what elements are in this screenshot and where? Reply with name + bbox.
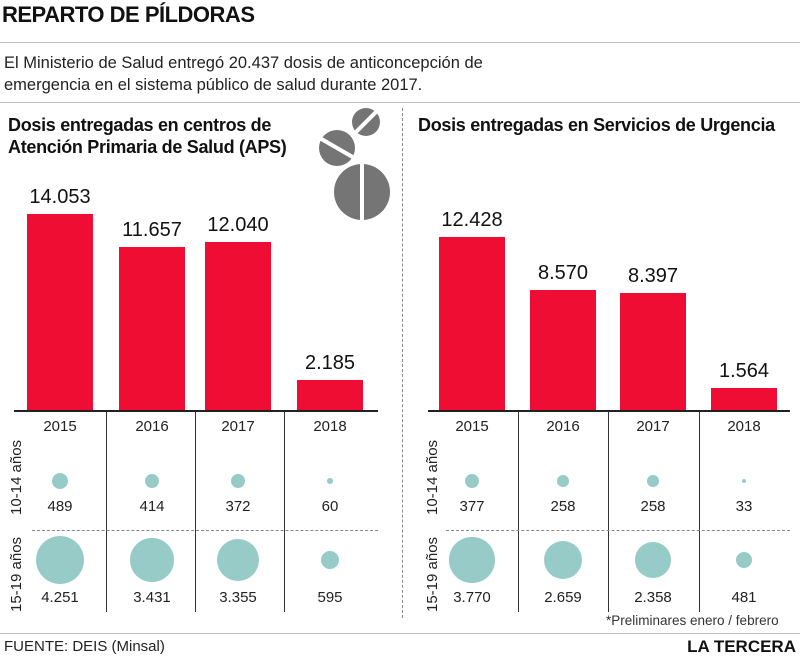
urgencia-bubble-value-label: 3.770 (453, 589, 491, 606)
urgencia-bubble (735, 551, 753, 569)
urgencia-bubble-value-label: 481 (731, 589, 757, 606)
urgencia-bubble-value-label: 33 (735, 498, 753, 515)
urgencia-baseline (428, 410, 790, 412)
aps-bubble-value-label: 595 (317, 589, 343, 606)
aps-column-separator (106, 412, 107, 612)
aps-bubble (130, 538, 174, 582)
urgencia-bar-value-label: 12.428 (441, 209, 503, 231)
aps-bubble (51, 472, 69, 490)
urgencia-bar-value-label: 1.564 (718, 360, 770, 382)
aps-chart-title: Dosis entregadas en centros de Atención … (8, 114, 287, 158)
aps-bubble (230, 473, 246, 489)
pills-illustration (318, 108, 390, 222)
pill-icon (352, 108, 380, 136)
aps-baseline (14, 410, 378, 412)
urgencia-bubble-value-label: 377 (459, 498, 485, 515)
brand-logo: LA TERCERA (687, 637, 796, 656)
aps-title-line-1: Dosis entregadas en centros de (8, 115, 272, 135)
urgencia-bar-value-label: 8.397 (627, 265, 679, 287)
urgencia-bubble-value-label: 258 (640, 498, 666, 515)
page-title: REPARTO DE PÍLDORAS (2, 2, 255, 27)
urgencia-chart-title: Dosis entregadas en Servicios de Urgenci… (418, 114, 775, 136)
aps-year-label: 2018 (313, 418, 347, 435)
urgencia-bubble (449, 537, 495, 583)
aps-bar (119, 247, 185, 410)
aps-bubble (216, 538, 260, 582)
aps-bubble-value-label: 372 (225, 498, 251, 515)
aps-bar (205, 242, 271, 410)
urgencia-year-label: 2018 (727, 418, 761, 435)
aps-year-label: 2015 (43, 418, 77, 435)
urgencia-bubble-value-label: 258 (550, 498, 576, 515)
urgencia-title-line-1: Dosis entregadas en Servicios de Urgenci… (418, 115, 775, 135)
aps-column-separator (195, 412, 196, 612)
preliminary-note: *Preliminares enero / febrero (606, 613, 779, 628)
urgencia-bar-value-label: 8.570 (537, 262, 589, 284)
urgencia-bar (439, 237, 505, 410)
aps-age-row-separator (32, 530, 378, 531)
urgencia-column-separator (699, 412, 700, 612)
aps-bar-value-label: 12.040 (207, 214, 269, 236)
aps-bubble (327, 478, 333, 484)
pill-icon (318, 130, 356, 166)
urgencia-column-separator (518, 412, 519, 612)
pill-icon (334, 162, 390, 222)
aps-year-label: 2017 (221, 418, 255, 435)
intro-rule (0, 102, 800, 103)
top-rule (0, 42, 800, 43)
aps-bar-value-label: 14.053 (29, 186, 91, 208)
aps-bubble-value-label: 3.431 (133, 589, 171, 606)
aps-bubble (144, 473, 160, 489)
urgencia-bubble (647, 475, 659, 487)
urgencia-bubble-value-label: 2.659 (544, 589, 582, 606)
urgencia-bubble (544, 541, 582, 579)
aps-bubble-value-label: 60 (321, 498, 339, 515)
panel-divider (402, 108, 403, 618)
aps-bubble (36, 536, 84, 584)
urgencia-bar (711, 388, 777, 410)
urgencia-bar (530, 290, 596, 410)
urgencia-age-row-separator (446, 530, 790, 531)
source-text: FUENTE: DEIS (Minsal) (4, 638, 165, 655)
intro-line-2: emergencia en el sistema público de salu… (4, 76, 423, 94)
aps-bubble-value-label: 4.251 (41, 589, 79, 606)
aps-bubble-value-label: 414 (139, 498, 165, 515)
intro-line-1: El Ministerio de Salud entregó 20.437 do… (4, 54, 483, 72)
aps-bubble (321, 551, 339, 569)
aps-bubble-value-label: 3.355 (219, 589, 257, 606)
urgencia-bubble (741, 478, 747, 484)
urgencia-bubble (635, 542, 671, 578)
urgencia-bubble (464, 473, 480, 489)
aps-title-line-2: Atención Primaria de Salud (APS) (8, 137, 287, 157)
footer-rule (0, 633, 800, 634)
aps-bar-value-label: 2.185 (304, 352, 356, 374)
aps-bar-value-label: 11.657 (122, 219, 182, 241)
aps-bar (27, 214, 93, 410)
urgencia-bubble (557, 475, 569, 487)
aps-bar (297, 380, 363, 410)
urgencia-year-label: 2017 (636, 418, 670, 435)
aps-bubble-value-label: 489 (47, 498, 73, 515)
intro-text: El Ministerio de Salud entregó 20.437 do… (4, 52, 524, 96)
urgencia-bubble-value-label: 2.358 (634, 589, 672, 606)
urgencia-year-label: 2015 (455, 418, 489, 435)
urgencia-column-separator (608, 412, 609, 612)
urgencia-bar (620, 293, 686, 410)
aps-column-separator (284, 412, 285, 612)
urgencia-year-label: 2016 (546, 418, 580, 435)
aps-year-label: 2016 (135, 418, 169, 435)
